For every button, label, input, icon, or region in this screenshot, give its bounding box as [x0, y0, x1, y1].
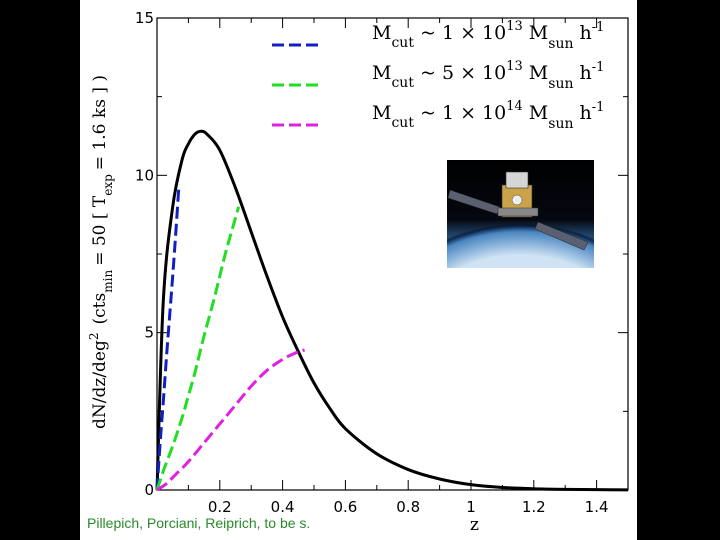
series-line-0: [155, 129, 629, 492]
x-tick-label: 1: [466, 498, 476, 516]
x-tick-label: 1.4: [585, 498, 609, 516]
y-tick-label: 15: [135, 9, 154, 27]
series-line-1: [155, 184, 181, 491]
x-tick-label: 0.4: [271, 498, 295, 516]
y-axis-label: dN/dz/deg2 (ctsmin = 50 [ Texp = 1.6 ks ] ): [87, 75, 115, 429]
ylabel-part1-sup: 2: [87, 332, 101, 340]
slide: Mcut ~ 1 × 1013 Msun h-1 Mcut ~ 5 × 1013 …: [80, 0, 637, 540]
legend-label-0: Mcut ~ 1 × 1013 Msun h-1: [372, 19, 604, 52]
ylabel-part2: (cts: [90, 293, 110, 325]
x-tick-label: 0.2: [208, 498, 232, 516]
y-tick-label: 0: [144, 481, 154, 499]
tick-labels: 0.2 0.4 0.6 0.8 1 1.2 1.4 0 5 10 15: [135, 9, 609, 516]
y-tick-label: 10: [135, 166, 154, 184]
ylabel-part3-sub: exp: [101, 174, 115, 196]
satellite-photo: [447, 160, 594, 268]
x-axis-label: z: [470, 515, 479, 535]
credit-text: Pillepich, Porciani, Reiprich, to be s.: [87, 515, 311, 531]
series-group: [155, 129, 629, 492]
ylabel-part1: dN/dz/deg: [90, 340, 110, 429]
legend: Mcut ~ 1 × 1013 Msun h-1 Mcut ~ 5 × 1013 …: [272, 19, 604, 132]
x-tick-label: 0.6: [333, 498, 357, 516]
y-tick-label: 5: [144, 324, 154, 342]
x-tick-label: 1.2: [522, 498, 546, 516]
series-line-3: [156, 348, 306, 492]
ylabel-part3: = 50 [ T: [90, 195, 110, 266]
legend-label-1: Mcut ~ 5 × 1013 Msun h-1: [372, 59, 604, 92]
ylabel-part4: = 1.6 ks ] ): [90, 75, 110, 170]
chart: Mcut ~ 1 × 1013 Msun h-1 Mcut ~ 5 × 1013 …: [87, 9, 629, 535]
series-line-2: [155, 206, 241, 491]
x-tick-label: 0.8: [396, 498, 420, 516]
svg-text:dN/dz/deg2(ctsmin= 50 [ Texp=: dN/dz/deg2 (ctsmin = 50 [ Texp = 1.6 ks ] ): [87, 75, 115, 429]
legend-label-2: Mcut ~ 1 × 1014 Msun h-1: [372, 99, 604, 132]
ylabel-part2-sub: min: [101, 270, 115, 293]
